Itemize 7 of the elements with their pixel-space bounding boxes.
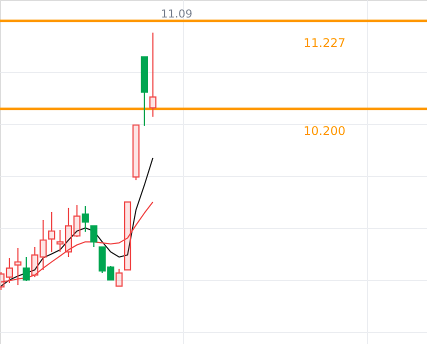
candlestick xyxy=(31,246,38,278)
candlestick xyxy=(48,211,56,252)
text: 11.227 xyxy=(304,36,346,50)
text: 10.200 xyxy=(304,124,346,138)
candlestick xyxy=(149,32,156,118)
candlestick xyxy=(40,219,47,270)
text: 11.09 xyxy=(160,8,192,21)
